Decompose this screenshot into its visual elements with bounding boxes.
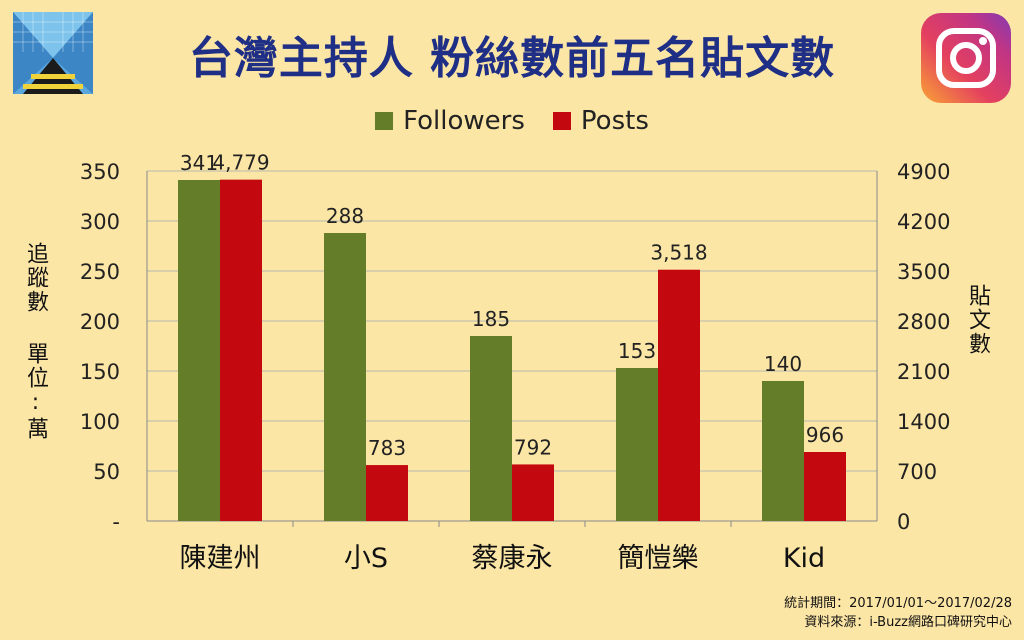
y-left-tick-label: 200 [80,310,120,334]
chart-title: 台灣主持人 粉絲數前五名貼文數 [188,33,836,84]
y-left-tick-label: - [112,510,120,534]
y-right-tick-label: 0 [897,510,910,534]
y-right-tick-label: 1400 [897,410,950,434]
data-label-followers: 185 [472,307,510,331]
instagram-icon [921,13,1011,103]
data-label-posts: 783 [368,436,406,460]
chart-legend: Followers Posts [0,106,1024,136]
legend-item-followers: Followers [375,106,525,136]
footnote-source: 資料來源：i-Buzz網路口碑研究中心 [804,615,1012,630]
bar-posts [512,464,554,521]
bar-followers [178,180,220,521]
bar-followers [470,336,512,521]
y-right-tick-label: 4200 [897,210,950,234]
x-category-label: 陳建州 [180,543,261,574]
y-right-tick-label: 2800 [897,310,950,334]
legend-swatch-posts [552,112,571,130]
footnote-period: 統計期間：2017/01/01～2017/02/28 [784,596,1012,611]
data-label-followers: 288 [326,204,364,228]
legend-swatch-followers [375,112,394,130]
left-axis-label: 追蹤數 [23,242,48,314]
bar-posts [804,452,846,521]
data-label-followers: 341 [180,151,218,175]
data-label-posts: 4,779 [212,151,269,175]
bar-followers [616,368,658,521]
i-buzz-logo-icon [13,12,93,94]
data-label-posts: 3,518 [650,241,707,265]
bar-posts [366,465,408,521]
bar-posts [220,179,262,521]
y-left-tick-label: 100 [80,410,120,434]
data-label-posts: 966 [806,423,844,447]
data-label-posts: 792 [514,435,552,459]
data-label-followers: 153 [618,339,656,363]
legend-label-posts: Posts [580,106,649,136]
tick-labels: -501001502002503003500700140021002800350… [80,160,951,574]
y-left-tick-label: 150 [80,360,120,384]
x-category-label: 簡愷樂 [618,543,699,574]
y-right-tick-label: 3500 [897,260,950,284]
y-right-tick-label: 700 [897,460,937,484]
y-left-tick-label: 250 [80,260,120,284]
left-axis-unit: 單位:萬 [23,342,48,441]
x-category-label: 蔡康永 [472,543,553,574]
y-right-tick-label: 2100 [897,360,950,384]
data-label-followers: 140 [764,352,802,376]
x-category-label: Kid [783,543,825,574]
x-category-label: 小S [344,543,388,574]
legend-label-followers: Followers [403,106,525,136]
bar-posts [658,269,700,521]
right-axis-label: 貼文數 [965,284,990,356]
y-right-tick-label: 4900 [897,160,950,184]
y-left-tick-label: 350 [80,160,120,184]
legend-item-posts: Posts [552,106,649,136]
y-left-tick-label: 50 [93,460,120,484]
bar-followers [324,233,366,521]
y-left-tick-label: 300 [80,210,120,234]
bar-followers [762,381,804,521]
bars [178,179,846,521]
